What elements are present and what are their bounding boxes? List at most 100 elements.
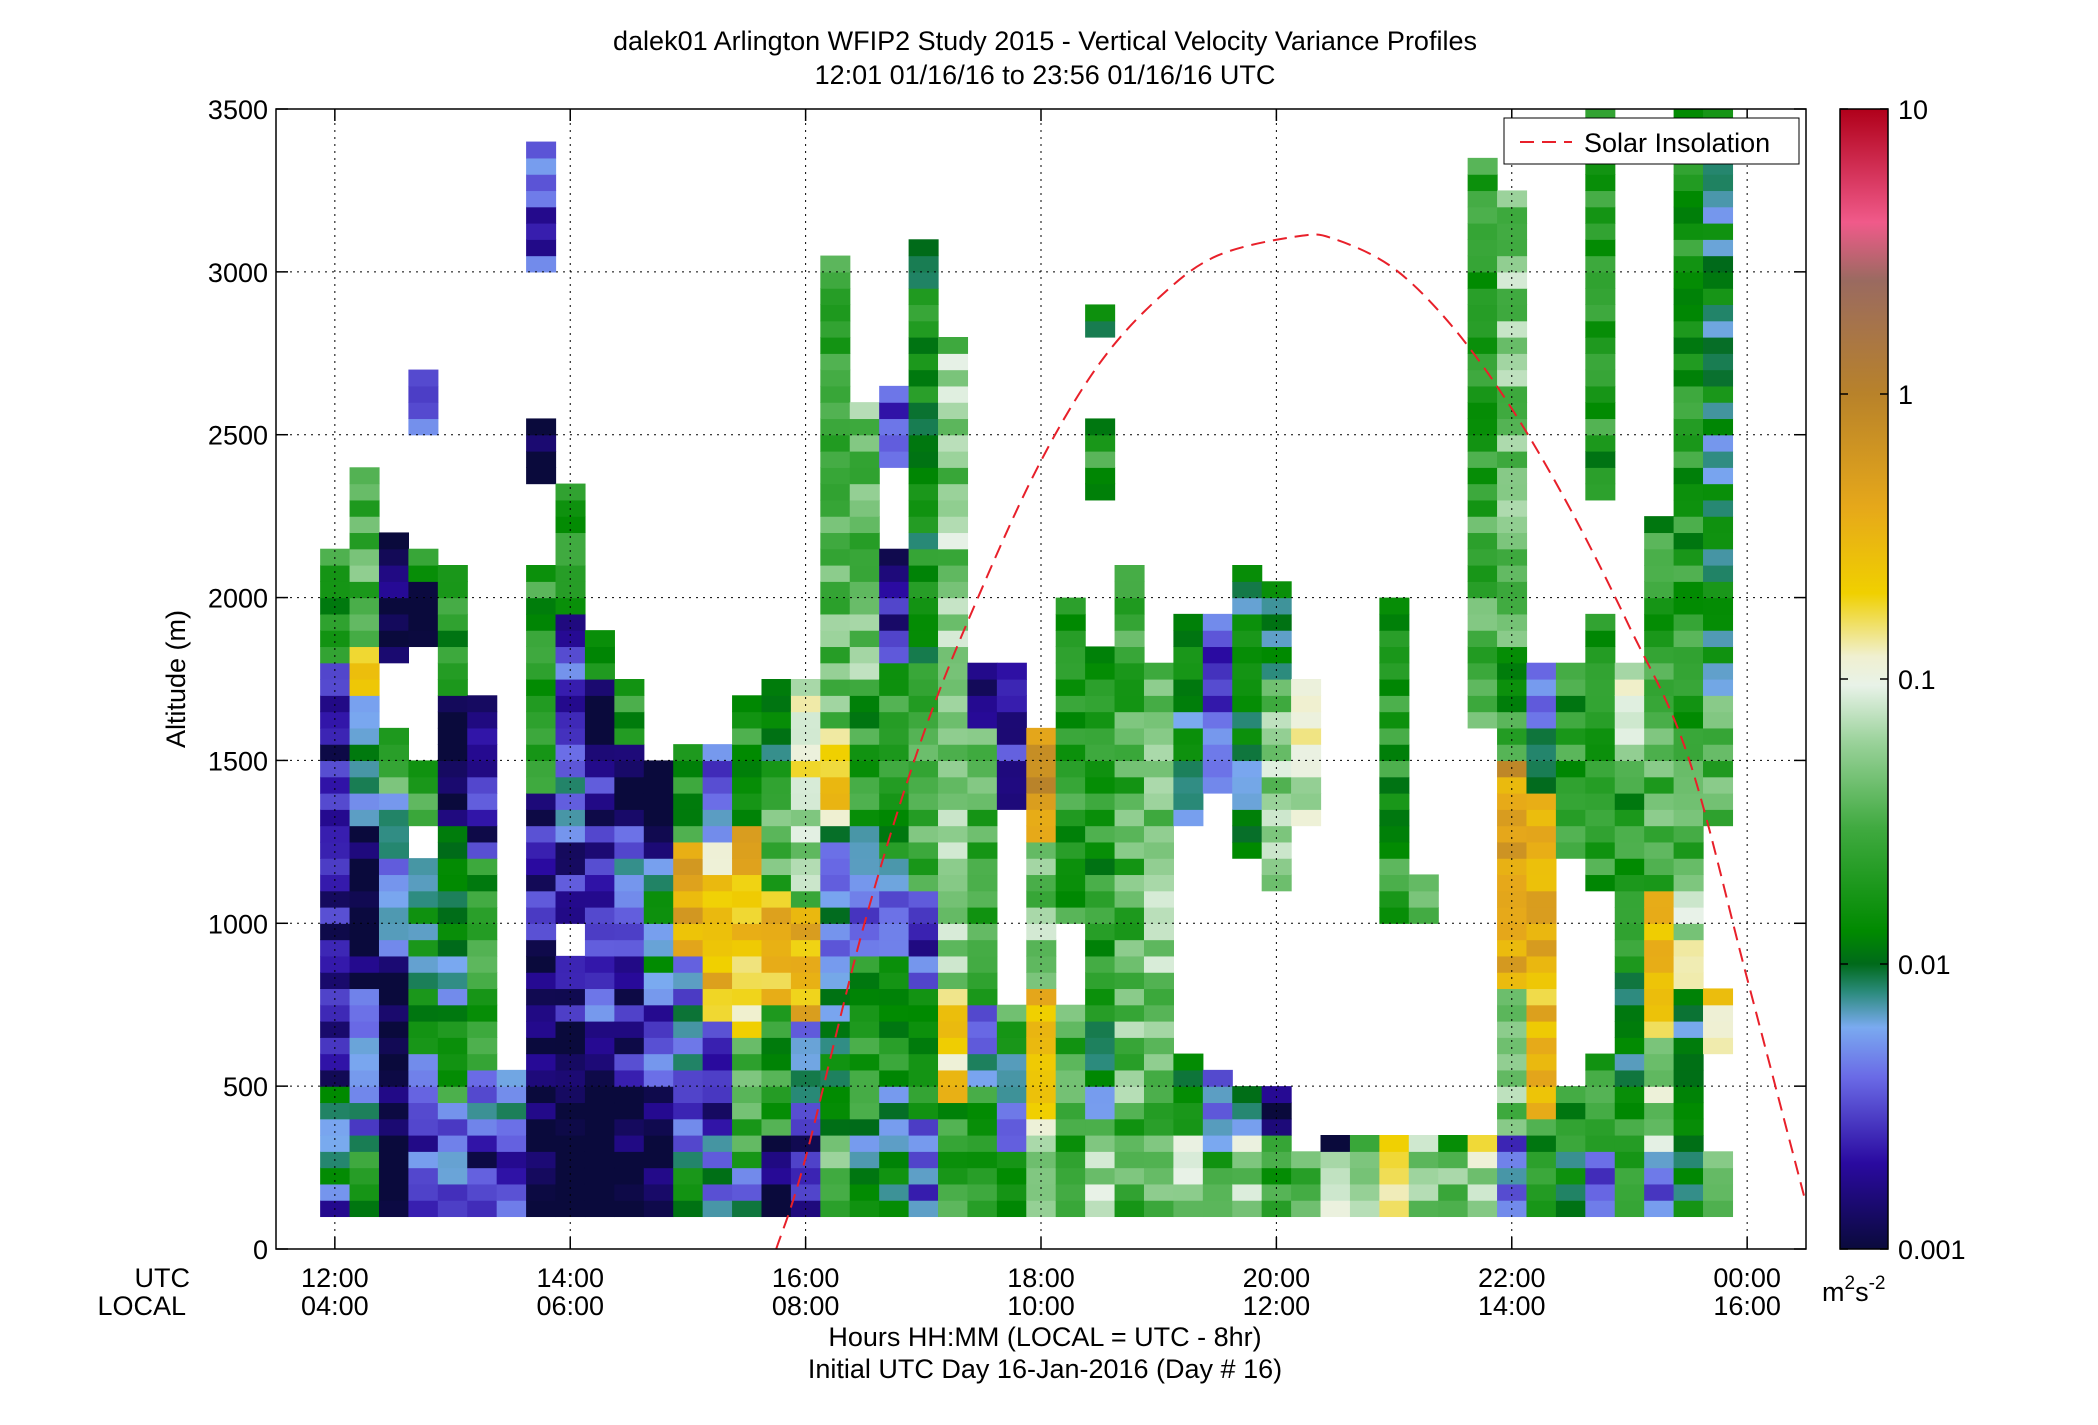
heatmap-cell: [526, 939, 557, 957]
heatmap-cell: [1467, 499, 1498, 517]
heatmap-cell: [320, 841, 351, 859]
heatmap-cell: [1026, 776, 1057, 794]
heatmap-cell: [349, 841, 380, 859]
heatmap-cell: [879, 1135, 910, 1152]
heatmap-cell: [1644, 1200, 1675, 1218]
heatmap-cell: [467, 776, 498, 794]
heatmap-cell: [1673, 972, 1704, 990]
heatmap-cell: [1349, 1200, 1380, 1218]
heatmap-cell: [673, 1151, 704, 1169]
heatmap-cell: [732, 1004, 763, 1022]
heatmap-cell: [908, 597, 939, 615]
heatmap-cell: [938, 483, 969, 501]
heatmap-cell: [526, 955, 557, 973]
heatmap-cell: [849, 548, 880, 566]
heatmap-cell: [1673, 385, 1704, 403]
heatmap-cell: [1085, 320, 1116, 338]
heatmap-cell: [938, 613, 969, 631]
heatmap-cell: [437, 630, 468, 648]
heatmap-cell: [908, 499, 939, 517]
heatmap-cell: [1055, 727, 1086, 745]
heatmap-cell: [1497, 467, 1528, 485]
heatmap-cell: [938, 744, 969, 762]
heatmap-cell: [1644, 630, 1675, 648]
heatmap-cell: [1202, 662, 1233, 680]
heatmap-cell: [1202, 1069, 1233, 1087]
heatmap-cell: [879, 1167, 910, 1185]
heatmap-cell: [849, 955, 880, 973]
heatmap-cell: [790, 1037, 821, 1055]
heatmap-cell: [1497, 711, 1528, 729]
heatmap-cell: [1085, 890, 1116, 908]
heatmap-cell: [1114, 841, 1145, 859]
heatmap-cell: [1703, 727, 1734, 745]
heatmap-cell: [820, 646, 851, 664]
heatmap-cell: [879, 711, 910, 729]
heatmap-cell: [1026, 841, 1057, 859]
heatmap-cell: [1232, 1135, 1263, 1152]
heatmap-cell: [1673, 1151, 1704, 1169]
heatmap-cell: [761, 1135, 792, 1152]
heatmap-cell: [1202, 630, 1233, 648]
heatmap-cell: [1055, 1183, 1086, 1201]
heatmap-cell: [526, 239, 557, 257]
heatmap-cell: [879, 825, 910, 843]
heatmap-cell: [820, 662, 851, 680]
heatmap-cell: [967, 955, 998, 973]
heatmap-cell: [1202, 1135, 1233, 1152]
x-tick-label-utc: 18:00: [1007, 1263, 1075, 1293]
heatmap-cell: [761, 760, 792, 778]
heatmap-cell: [996, 760, 1027, 778]
heatmap-cell: [349, 662, 380, 680]
heatmap-cell: [938, 907, 969, 924]
heatmap-cell: [1055, 1069, 1086, 1087]
heatmap-cell: [526, 174, 557, 192]
heatmap-cell: [820, 1183, 851, 1201]
heatmap-cell: [1055, 1021, 1086, 1038]
heatmap-cell: [1232, 662, 1263, 680]
heatmap-cell: [1703, 532, 1734, 550]
heatmap-cell: [1085, 1004, 1116, 1022]
heatmap-cell: [1467, 255, 1498, 273]
heatmap-cell: [349, 630, 380, 648]
heatmap-cell: [1173, 809, 1204, 827]
heatmap-cell: [1555, 809, 1586, 827]
y-tick-label: 500: [223, 1072, 268, 1102]
heatmap-cell: [378, 1118, 409, 1136]
heatmap-cell: [673, 744, 704, 762]
heatmap-cell: [437, 1069, 468, 1087]
units-exp2: -2: [1869, 1273, 1886, 1294]
heatmap-cell: [702, 776, 733, 794]
heatmap-cell: [908, 353, 939, 371]
heatmap-cell: [349, 1183, 380, 1201]
heatmap-cell: [1055, 1167, 1086, 1185]
heatmap-cell: [1585, 402, 1616, 420]
heatmap-cell: [1173, 1183, 1204, 1201]
heatmap-cell: [967, 907, 998, 924]
heatmap-cell: [349, 597, 380, 615]
heatmap-cell: [820, 516, 851, 534]
heatmap-cell: [555, 874, 586, 892]
x-tick-label-utc: 12:00: [301, 1263, 369, 1293]
heatmap-cell: [614, 841, 645, 859]
heatmap-cell: [614, 809, 645, 827]
heatmap-cell: [938, 532, 969, 550]
heatmap-cell: [1261, 695, 1292, 713]
heatmap-cell: [1085, 1118, 1116, 1136]
heatmap-cell: [526, 1135, 557, 1152]
heatmap-cell: [849, 1151, 880, 1169]
heatmap-cell: [761, 858, 792, 876]
heatmap-cell: [761, 809, 792, 827]
heatmap-cell: [967, 939, 998, 957]
heatmap-cell: [408, 597, 439, 615]
heatmap-cell: [820, 923, 851, 941]
heatmap-cell: [879, 809, 910, 827]
heatmap-cell: [879, 1118, 910, 1136]
heatmap-cell: [938, 1021, 969, 1038]
heatmap-cell: [1379, 776, 1410, 794]
heatmap-cell: [1585, 1102, 1616, 1120]
heatmap-cell: [820, 1069, 851, 1087]
heatmap-cell: [673, 809, 704, 827]
heatmap-cell: [1526, 825, 1557, 843]
heatmap-cell: [1026, 1118, 1057, 1136]
